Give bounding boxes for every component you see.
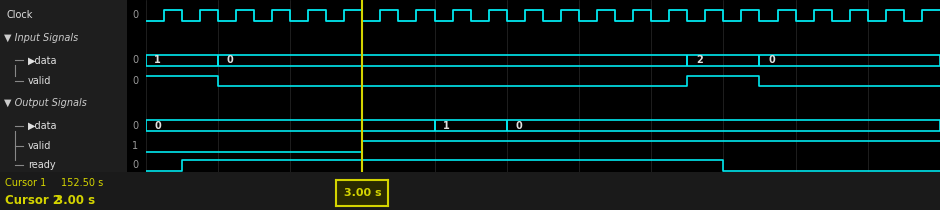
Text: ▼ Input Signals: ▼ Input Signals	[4, 33, 78, 43]
Text: 0: 0	[133, 10, 138, 21]
Text: 0: 0	[515, 121, 522, 131]
Text: 0: 0	[133, 76, 138, 86]
Text: 0: 0	[133, 160, 138, 170]
Text: 0: 0	[133, 55, 138, 65]
Text: 3.00 s: 3.00 s	[55, 194, 95, 207]
Text: 0: 0	[133, 121, 138, 131]
Text: ▶data: ▶data	[28, 55, 57, 65]
Text: valid: valid	[28, 76, 52, 86]
Text: ready: ready	[28, 160, 55, 170]
Text: 152.50 s: 152.50 s	[61, 178, 103, 188]
Text: valid: valid	[28, 141, 52, 151]
Text: 2: 2	[696, 55, 703, 65]
Text: 1: 1	[154, 55, 161, 65]
Text: ▼ Output Signals: ▼ Output Signals	[4, 98, 86, 108]
Text: 1: 1	[133, 141, 138, 151]
Text: 0: 0	[768, 55, 775, 65]
Text: Cursor 1: Cursor 1	[5, 178, 46, 188]
Text: 1: 1	[443, 121, 450, 131]
Text: 0: 0	[227, 55, 233, 65]
Text: Cursor 2: Cursor 2	[5, 194, 61, 207]
Text: Clock: Clock	[7, 10, 33, 21]
Text: ▶data: ▶data	[28, 121, 57, 131]
Text: 0: 0	[154, 121, 161, 131]
Text: 3.00 s: 3.00 s	[343, 188, 381, 198]
